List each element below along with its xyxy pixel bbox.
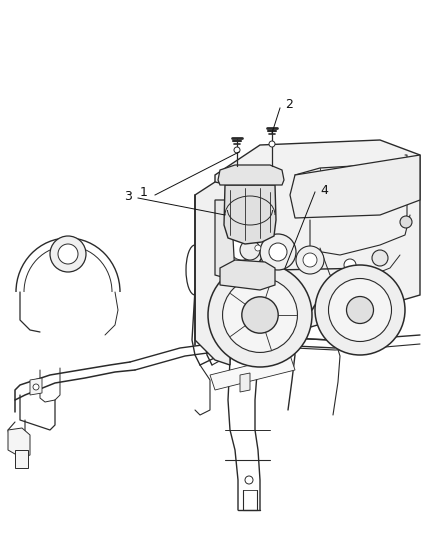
Circle shape: [33, 384, 39, 390]
Circle shape: [344, 259, 356, 271]
Circle shape: [303, 253, 317, 267]
Circle shape: [245, 476, 253, 484]
Circle shape: [242, 297, 278, 333]
Polygon shape: [30, 378, 42, 395]
Circle shape: [240, 240, 260, 260]
Text: 4: 4: [320, 183, 328, 197]
Circle shape: [230, 236, 254, 260]
Circle shape: [58, 244, 78, 264]
Polygon shape: [220, 260, 275, 290]
Circle shape: [244, 230, 250, 236]
Polygon shape: [210, 355, 295, 390]
Circle shape: [226, 254, 232, 260]
Circle shape: [269, 243, 287, 261]
Circle shape: [328, 279, 392, 342]
Circle shape: [208, 263, 312, 367]
Circle shape: [226, 236, 232, 241]
Polygon shape: [195, 182, 230, 365]
Circle shape: [346, 296, 374, 324]
Polygon shape: [8, 428, 30, 458]
Polygon shape: [290, 155, 420, 218]
Circle shape: [50, 236, 86, 272]
Text: 3: 3: [124, 190, 132, 203]
Polygon shape: [224, 185, 276, 244]
Polygon shape: [215, 140, 420, 355]
Circle shape: [223, 278, 297, 352]
Circle shape: [315, 265, 405, 355]
Polygon shape: [215, 200, 235, 280]
Circle shape: [296, 246, 324, 274]
Polygon shape: [240, 373, 250, 392]
Circle shape: [220, 226, 264, 270]
Circle shape: [244, 260, 250, 266]
Circle shape: [255, 245, 261, 251]
Text: 1: 1: [140, 187, 148, 199]
Circle shape: [269, 141, 275, 147]
Circle shape: [400, 216, 412, 228]
Circle shape: [372, 250, 388, 266]
Text: 2: 2: [285, 98, 293, 110]
Polygon shape: [15, 450, 28, 468]
Circle shape: [260, 234, 296, 270]
Polygon shape: [218, 165, 284, 185]
Circle shape: [234, 147, 240, 153]
